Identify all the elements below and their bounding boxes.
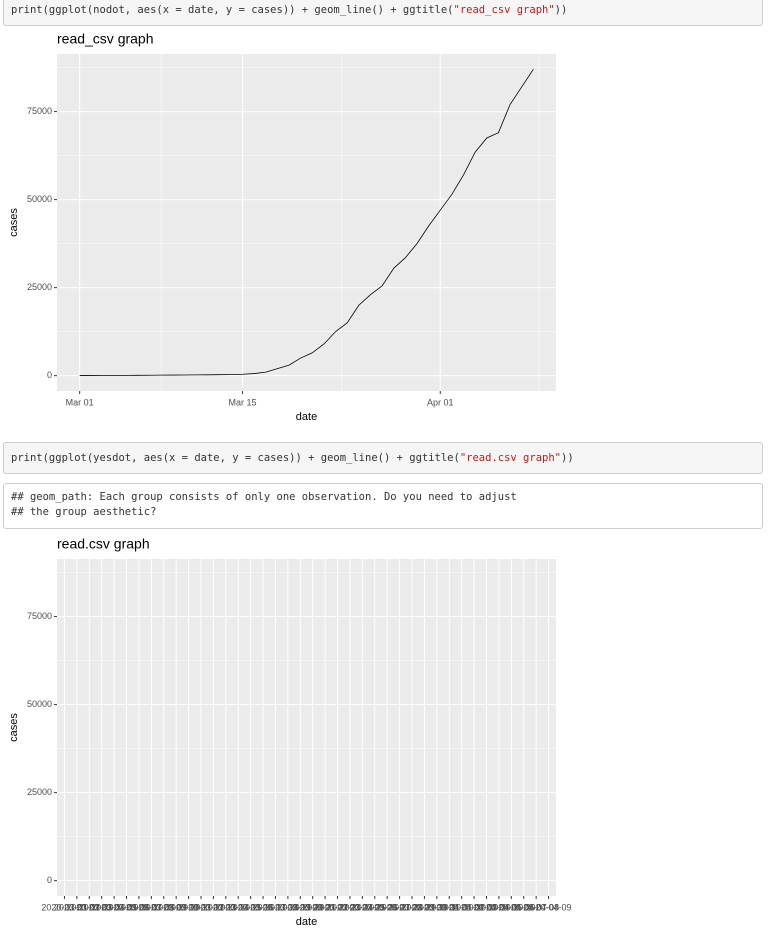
x-tick-label: 2020-04-03 <box>451 902 497 912</box>
x-tick-label: Mar 15 <box>229 397 257 407</box>
x-tick-label: 2020-04-05 <box>476 902 522 912</box>
x-tick-label: 2020-03-26 <box>352 902 398 912</box>
y-tick-label: 75000 <box>27 106 52 116</box>
y-tick-label: 0 <box>47 875 52 885</box>
x-tick-label: 2020-03-11 <box>166 902 211 912</box>
x-tick-label: 2020-03-13 <box>190 902 236 912</box>
x-tick-label: 2020-03-01 <box>41 902 87 912</box>
x-tick-label: 2020-03-16 <box>228 902 274 912</box>
x-tick-label: 2020-03-14 <box>203 902 249 912</box>
output-line: ## geom_path: Each group consists of onl… <box>11 491 517 503</box>
y-tick-label: 0 <box>47 370 52 380</box>
code-string: "read_csv graph" <box>453 4 555 16</box>
output-block: ## geom_path: Each group consists of onl… <box>3 483 763 529</box>
code: )) <box>561 452 574 464</box>
x-tick-label: 2020-04-09 <box>526 902 572 912</box>
x-tick-label: 2020-04-07 <box>501 902 547 912</box>
chart-title: read_csv graph <box>57 31 154 47</box>
x-tick-label: Apr 01 <box>427 397 454 407</box>
x-tick-label: 2020-03-17 <box>240 902 286 912</box>
code: print(ggplot(yesdot, aes(x = date, y = c… <box>11 452 460 464</box>
x-axis-title: date <box>296 916 317 928</box>
code-block: print(ggplot(yesdot, aes(x = date, y = c… <box>3 442 763 474</box>
x-tick-label: 2020-03-21 <box>290 902 336 912</box>
x-tick-label: 2020-03-04 <box>79 902 125 912</box>
plot-panel <box>57 559 556 896</box>
x-tick-label: 2020-03-25 <box>339 902 385 912</box>
x-tick-label: 2020-03-07 <box>116 902 162 912</box>
y-axis-title: cases <box>8 208 20 237</box>
x-tick-label: 2020-03-24 <box>327 902 373 912</box>
output-line: ## the group aesthetic? <box>11 506 157 518</box>
y-tick-label: 25000 <box>27 282 52 292</box>
y-tick-label: 75000 <box>27 611 52 621</box>
x-tick-label: 2020-03-28 <box>377 902 423 912</box>
x-tick-label: 2020-03-06 <box>103 902 149 912</box>
x-tick-label: 2020-03-20 <box>277 902 323 912</box>
x-tick-label: Mar 01 <box>66 397 94 407</box>
x-tick-label: 2020-03-22 <box>302 902 348 912</box>
code: print(ggplot(nodot, aes(x = date, y = ca… <box>11 4 454 16</box>
x-tick-label: 2020-03-09 <box>141 902 187 912</box>
x-tick-label: 2020-03-23 <box>315 902 361 912</box>
x-tick-label: 2020-03-15 <box>215 902 261 912</box>
chart: read_csv graph 0 25000 50000 75000 Mar 01 Mar … <box>8 31 556 423</box>
x-tick-label: 2020-04-02 <box>439 902 485 912</box>
x-tick-label: 2020-03-10 <box>153 902 199 912</box>
x-tick-label: 2020-03-12 <box>178 902 224 912</box>
x-tick-label: 2020-03-19 <box>265 902 311 912</box>
x-tick-label: 2020-03-02 <box>54 902 100 912</box>
x-tick-label: 2020-03-08 <box>128 902 174 912</box>
x-tick-label: 2020-03-03 <box>66 902 112 912</box>
y-tick-label: 25000 <box>27 787 52 797</box>
code: )) <box>554 4 568 16</box>
x-tick-label: 2020-04-08 <box>513 902 559 912</box>
chart-title: read.csv graph <box>57 536 150 552</box>
x-tick-label: 2020-04-04 <box>463 902 509 912</box>
x-tick-label: 2020-04-01 <box>426 902 472 912</box>
line-series <box>79 69 534 376</box>
plot-panel <box>57 54 556 391</box>
chart: read.csv graph 0 25000 50000 75000 2020-03-01… <box>8 536 572 928</box>
y-tick-label: 50000 <box>27 699 52 709</box>
y-tick-label: 50000 <box>27 194 52 204</box>
x-tick-label: 2020-03-29 <box>389 902 435 912</box>
x-tick-label: 2020-03-30 <box>401 902 447 912</box>
y-axis-title: cases <box>8 713 20 742</box>
x-axis-title: date <box>296 411 317 423</box>
x-tick-label: 2020-03-27 <box>364 902 410 912</box>
x-tick-label: 2020-03-18 <box>252 902 298 912</box>
x-tick-label: 2020-04-06 <box>488 902 534 912</box>
x-tick-label: 2020-03-05 <box>91 902 137 912</box>
code-block: print(ggplot(nodot, aes(x = date, y = ca… <box>3 0 763 26</box>
x-tick-label: 2020-03-31 <box>414 902 460 912</box>
code-string: "read.csv graph" <box>459 452 561 464</box>
